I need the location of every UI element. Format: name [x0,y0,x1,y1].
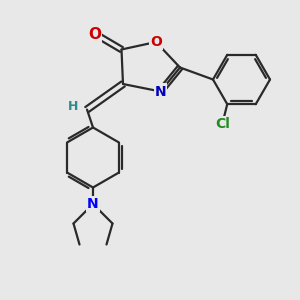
Text: H: H [68,100,78,113]
Text: Cl: Cl [215,117,230,131]
Text: N: N [87,197,99,211]
Text: O: O [88,27,101,42]
Text: N: N [155,85,166,98]
Text: O: O [150,35,162,49]
